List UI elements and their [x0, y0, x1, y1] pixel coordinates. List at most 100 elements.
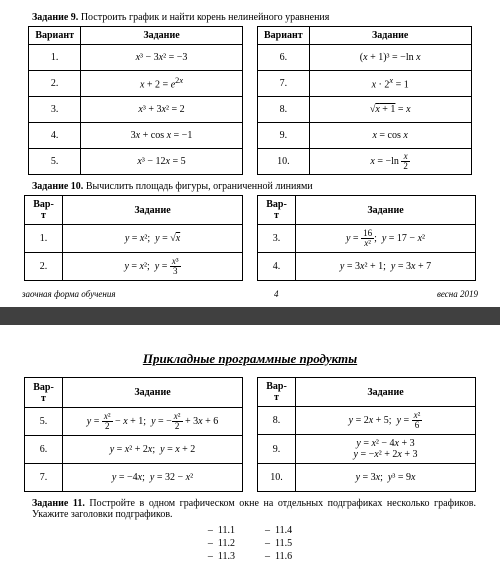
task10-title-bold: Задание 10.	[32, 181, 83, 192]
task10-tables: Вар-тЗадание 1.y = x²; y = √x 2.y = x²; …	[12, 195, 488, 281]
task10-hdr-task: Задание	[63, 196, 243, 225]
footer-right: весна 2019	[437, 289, 478, 299]
cell-eq: x · 2x = 1	[309, 71, 471, 97]
task11-list: – 11.1 – 11.2 – 11.3 – 11.4 – 11.5 – 11.…	[12, 524, 488, 563]
hdr-task: Задание	[63, 378, 243, 408]
table-row: 1.x³ − 3x² = −3	[29, 45, 243, 71]
task9-title: Задание 9. Построить график и найти коре…	[32, 12, 488, 23]
page-separator	[0, 307, 500, 325]
cell-var: 7.	[25, 464, 63, 492]
cell-var: 8.	[258, 407, 296, 435]
task11-title-rest: Постройте в одном графическом окне на от…	[32, 498, 476, 520]
cell-eq: y = −4x; y = 32 − x²	[63, 464, 243, 492]
table-row: 3.y = 16x²; y = 17 − x²	[258, 225, 476, 253]
hdr-var: Вар-т	[258, 378, 296, 407]
cell-var: 6.	[258, 45, 310, 71]
table-row: 8.y = 2x + 5; y = x²6	[258, 407, 476, 435]
cell-eq: y = 3x² + 1; y = 3x + 7	[296, 253, 476, 281]
task10-table-right: Вар-тЗадание 3.y = 16x²; y = 17 − x² 4.y…	[257, 195, 476, 281]
table-row: 4.3x + cos x = −1	[29, 123, 243, 149]
task10-cont-tables: Вар-тЗадание 5.y = x²2 − x + 1; y = −x²2…	[12, 377, 488, 492]
cell-var: 2.	[25, 253, 63, 281]
task9-hdr-task: Задание	[309, 27, 471, 45]
cell-eq: y = x²2 − x + 1; y = −x²2 + 3x + 6	[63, 408, 243, 436]
cell-var: 1.	[29, 45, 81, 71]
cell-var: 9.	[258, 435, 296, 464]
list-item: – 11.1	[208, 524, 235, 537]
section-heading: Прикладные программные продукты	[12, 351, 488, 367]
task9-hdr-task: Задание	[81, 27, 243, 45]
page-2: Прикладные программные продукты Вар-тЗад…	[0, 325, 500, 571]
cell-var: 3.	[29, 97, 81, 123]
cell-eq: (x + 1)³ = −ln x	[309, 45, 471, 71]
cell-eq: y = x²; y = x³3	[63, 253, 243, 281]
list-item: – 11.2	[208, 537, 235, 550]
cell-eq: x³ + 3x² = 2	[81, 97, 243, 123]
list-item: – 11.6	[265, 550, 292, 563]
task10-hdr-var: Вар-т	[258, 196, 296, 225]
list-item: – 11.3	[208, 550, 235, 563]
task9-hdr-var: Вариант	[258, 27, 310, 45]
cell-var: 3.	[258, 225, 296, 253]
task10-title: Задание 10. Вычислить площадь фигуры, ог…	[32, 181, 488, 192]
cell-eq: x = −ln x2	[309, 149, 471, 175]
cell-var: 4.	[29, 123, 81, 149]
table-row: 10.x = −ln x2	[258, 149, 472, 175]
cell-var: 5.	[29, 149, 81, 175]
task11-title-bold: Задание 11.	[32, 498, 85, 509]
cell-var: 4.	[258, 253, 296, 281]
cell-eq: y = x²; y = √x	[63, 225, 243, 253]
table-row: 2.y = x²; y = x³3	[25, 253, 243, 281]
cell-var: 2.	[29, 71, 81, 97]
table-row: 4.y = 3x² + 1; y = 3x + 7	[258, 253, 476, 281]
cell-eq: y = 3x; y³ = 9x	[296, 464, 476, 492]
task9-title-rest: Построить график и найти корень нелинейн…	[78, 12, 329, 23]
cell-var: 6.	[25, 436, 63, 464]
list-item: – 11.5	[265, 537, 292, 550]
task9-table-left: ВариантЗадание 1.x³ − 3x² = −3 2.x + 2 =…	[28, 26, 243, 175]
table-row: 7.x · 2x = 1	[258, 71, 472, 97]
cell-var: 7.	[258, 71, 310, 97]
task9-hdr-var: Вариант	[29, 27, 81, 45]
task10-table-left: Вар-тЗадание 1.y = x²; y = √x 2.y = x²; …	[24, 195, 243, 281]
table-row: 10.y = 3x; y³ = 9x	[258, 464, 476, 492]
table-row: 1.y = x²; y = √x	[25, 225, 243, 253]
cell-var: 1.	[25, 225, 63, 253]
cell-eq: x³ − 12x = 5	[81, 149, 243, 175]
cell-eq: x³ − 3x² = −3	[81, 45, 243, 71]
task9-table-right: ВариантЗадание 6.(x + 1)³ = −ln x 7.x · …	[257, 26, 472, 175]
table-row: 6.y = x² + 2x; y = x + 2	[25, 436, 243, 464]
table-row: 7.y = −4x; y = 32 − x²	[25, 464, 243, 492]
task9-title-bold: Задание 9.	[32, 12, 78, 23]
table-row: 5.y = x²2 − x + 1; y = −x²2 + 3x + 6	[25, 408, 243, 436]
page-1: Задание 9. Построить график и найти коре…	[0, 0, 500, 307]
task11-col-2: – 11.4 – 11.5 – 11.6	[265, 524, 292, 563]
task10-hdr-var: Вар-т	[25, 196, 63, 225]
table-row: 9.y = x² − 4x + 3y = −x² + 2x + 3	[258, 435, 476, 464]
footer-left: заочная форма обучения	[22, 289, 116, 299]
hdr-task: Задание	[296, 378, 476, 407]
task9-tables: ВариантЗадание 1.x³ − 3x² = −3 2.x + 2 =…	[12, 26, 488, 175]
task10-cont-left: Вар-тЗадание 5.y = x²2 − x + 1; y = −x²2…	[24, 377, 243, 492]
page-footer: заочная форма обучения 4 весна 2019	[12, 289, 488, 299]
hdr-var: Вар-т	[25, 378, 63, 408]
cell-var: 10.	[258, 464, 296, 492]
task10-title-rest: Вычислить площадь фигуры, ограниченной л…	[83, 181, 312, 192]
cell-var: 5.	[25, 408, 63, 436]
cell-eq: 3x + cos x = −1	[81, 123, 243, 149]
task10-cont-right: Вар-тЗадание 8.y = 2x + 5; y = x²6 9.y =…	[257, 377, 476, 492]
cell-eq: y = 16x²; y = 17 − x²	[296, 225, 476, 253]
cell-var: 9.	[258, 123, 310, 149]
list-item: – 11.4	[265, 524, 292, 537]
task11-col-1: – 11.1 – 11.2 – 11.3	[208, 524, 235, 563]
cell-eq: x = cos x	[309, 123, 471, 149]
table-row: 3.x³ + 3x² = 2	[29, 97, 243, 123]
table-row: 5.x³ − 12x = 5	[29, 149, 243, 175]
table-row: 6.(x + 1)³ = −ln x	[258, 45, 472, 71]
table-row: 2.x + 2 = e2x	[29, 71, 243, 97]
cell-var: 10.	[258, 149, 310, 175]
cell-eq: y = x² + 2x; y = x + 2	[63, 436, 243, 464]
table-row: 9.x = cos x	[258, 123, 472, 149]
task10-hdr-task: Задание	[296, 196, 476, 225]
cell-eq: x + 2 = e2x	[81, 71, 243, 97]
